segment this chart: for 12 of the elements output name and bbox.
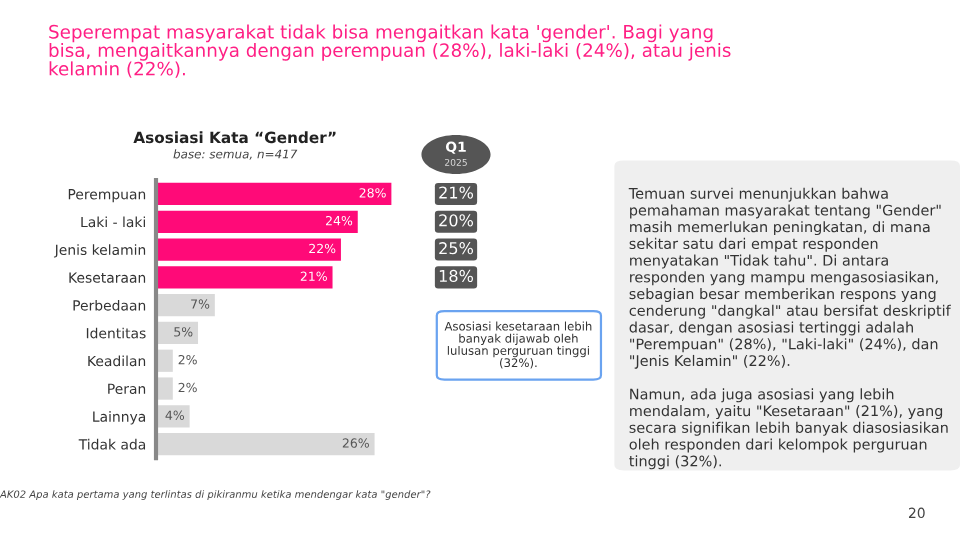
bar — [156, 377, 173, 400]
text: 18% — [439, 269, 474, 283]
bar — [156, 294, 215, 317]
text: 25% — [439, 242, 474, 255]
chart-title: Seperempat masyarakat tidak bisa mengaitkan kata 'gender'. Bagi yang bisa, mengaitkannya dengan perempuan (28%), laki-laki (24%), atau jenis kelamin (22%). — [49, 24, 731, 78]
bar — [156, 433, 375, 456]
bar — [156, 266, 333, 289]
text: 21% — [439, 186, 474, 199]
bar — [156, 210, 358, 233]
bar — [156, 182, 392, 206]
text: 20% — [439, 214, 474, 227]
bar — [156, 238, 341, 261]
